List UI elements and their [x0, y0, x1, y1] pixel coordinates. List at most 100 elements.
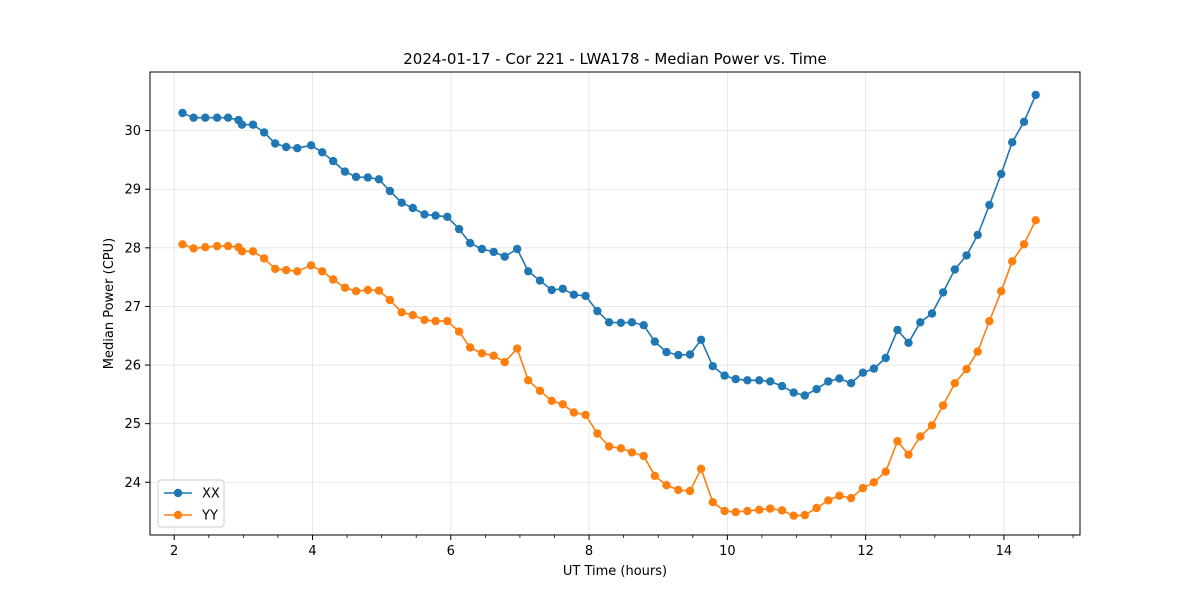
data-point-xx: [662, 347, 671, 357]
data-point-yy: [616, 444, 626, 453]
data-point-xx: [351, 172, 361, 182]
y-axis-label: Median Power (CPU): [102, 238, 117, 369]
data-point-xx: [812, 384, 821, 394]
data-point-xx: [248, 120, 258, 129]
data-point-yy: [443, 316, 452, 326]
data-point-xx: [385, 186, 395, 196]
legend-entry-xx: XX: [164, 487, 220, 502]
data-point-xx: [789, 388, 798, 397]
data-point-yy: [973, 347, 982, 356]
data-point-yy: [513, 344, 522, 353]
data-point-xx: [431, 211, 440, 220]
legend-marker-xx: [173, 488, 183, 498]
data-point-yy: [674, 485, 683, 495]
data-point-yy: [685, 486, 695, 496]
x-tick-label: 2: [170, 544, 178, 559]
series-yy: [178, 216, 1040, 520]
data-point-yy: [385, 295, 395, 305]
data-point-yy: [293, 267, 302, 276]
data-point-xx: [558, 284, 567, 293]
data-point-yy: [431, 316, 440, 326]
data-point-yy: [950, 379, 959, 388]
data-point-yy: [569, 408, 579, 417]
data-point-xx: [893, 325, 902, 335]
data-point-xx: [363, 173, 372, 182]
series-line-xx: [182, 94, 1037, 397]
data-point-xx: [639, 321, 648, 330]
data-point-yy: [581, 410, 590, 420]
y-tick-label: 30: [124, 124, 141, 139]
data-point-yy: [465, 343, 475, 352]
data-point-xx: [189, 113, 198, 122]
data-point-yy: [374, 286, 384, 295]
data-point-xx: [916, 318, 925, 327]
data-point-yy: [927, 421, 937, 430]
data-point-yy: [477, 349, 487, 358]
y-tick-label: 28: [124, 241, 141, 256]
data-point-xx: [477, 244, 487, 254]
data-point-yy: [363, 285, 372, 295]
data-point-yy: [178, 240, 187, 249]
data-point-xx: [755, 376, 764, 385]
data-point-xx: [465, 238, 475, 248]
legend-marker-yy: [173, 510, 183, 520]
data-point-xx: [408, 203, 417, 213]
data-point-yy: [500, 357, 509, 367]
data-point-xx: [340, 167, 350, 176]
data-point-xx: [824, 377, 833, 386]
data-point-yy: [340, 283, 350, 292]
data-point-xx: [293, 144, 302, 153]
data-point-yy: [846, 493, 856, 503]
data-point-xx: [318, 148, 327, 157]
data-point-yy: [858, 483, 868, 493]
data-point-yy: [201, 243, 210, 252]
data-point-yy: [306, 261, 316, 270]
data-point-xx: [593, 306, 602, 316]
data-point-yy: [259, 254, 269, 263]
data-point-yy: [535, 386, 545, 395]
data-point-yy: [627, 448, 637, 457]
data-point-xx: [869, 364, 879, 373]
data-point-yy: [1031, 216, 1040, 225]
plot-area-frame: [149, 71, 1081, 536]
data-point-xx: [212, 113, 222, 122]
data-point-yy: [881, 467, 890, 476]
data-point-yy: [408, 311, 417, 320]
data-point-xx: [1031, 90, 1040, 100]
data-point-yy: [489, 351, 498, 360]
y-tick-label: 25: [124, 417, 141, 432]
data-point-yy: [708, 498, 717, 507]
data-point-xx: [997, 169, 1006, 179]
data-point-yy: [869, 478, 879, 487]
data-point-xx: [306, 141, 316, 150]
data-point-xx: [938, 288, 948, 297]
data-point-yy: [420, 315, 429, 325]
data-point-yy: [248, 247, 258, 256]
x-tick-label: 8: [585, 544, 593, 559]
data-point-xx: [627, 318, 637, 327]
data-point-xx: [650, 337, 659, 346]
data-point-yy: [696, 464, 706, 473]
data-point-xx: [535, 276, 545, 285]
data-point-xx: [674, 350, 683, 360]
data-point-xx: [513, 244, 522, 254]
data-point-xx: [282, 142, 291, 152]
data-point-xx: [500, 252, 509, 261]
data-point-yy: [454, 327, 464, 336]
x-tick-label: 14: [996, 544, 1013, 559]
data-point-xx: [259, 128, 269, 137]
data-point-yy: [547, 396, 556, 405]
grid-lines: [150, 72, 1080, 535]
data-point-yy: [812, 503, 821, 513]
data-point-xx: [846, 379, 856, 388]
x-tick-label: 12: [857, 544, 874, 559]
series-layer: [178, 90, 1040, 520]
data-point-yy: [731, 507, 740, 517]
data-point-xx: [454, 224, 464, 234]
data-point-yy: [604, 442, 614, 451]
data-point-yy: [720, 506, 729, 516]
data-point-yy: [271, 264, 280, 274]
